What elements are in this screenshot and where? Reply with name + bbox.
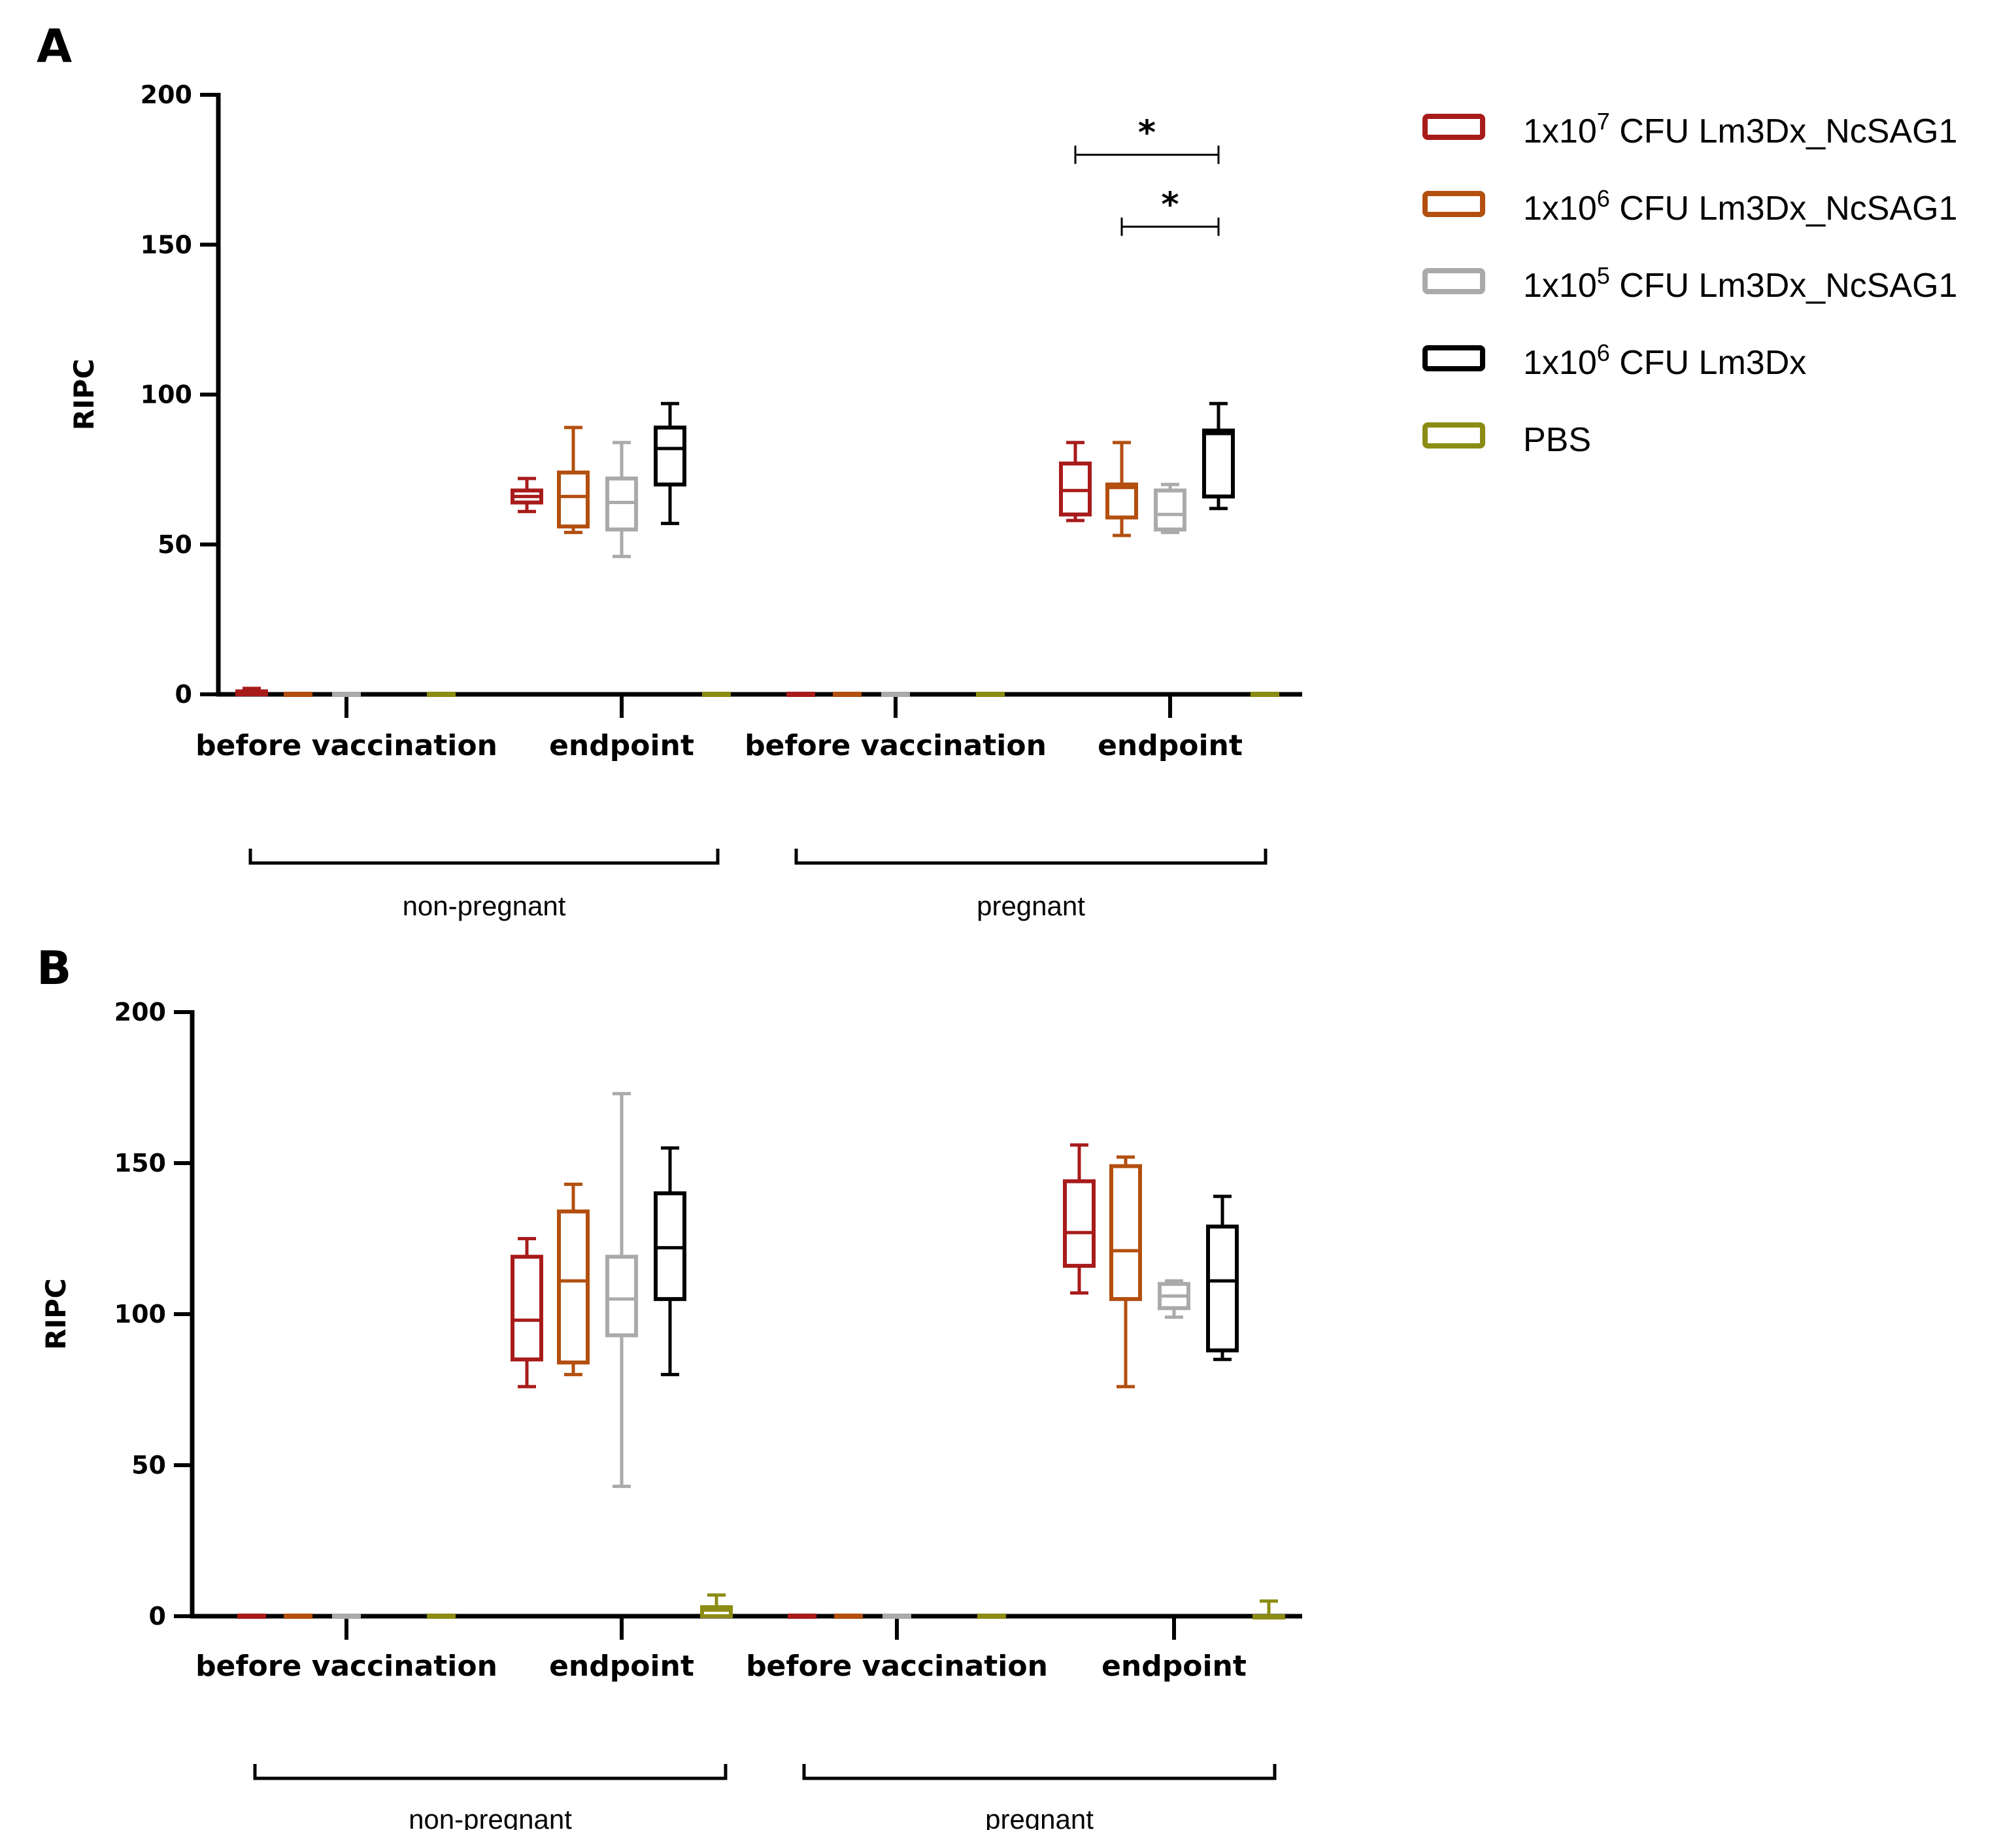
legend-label: 1x106 CFU Lm3Dx bbox=[1523, 339, 1806, 382]
box-flat bbox=[284, 1614, 312, 1619]
legend-swatch bbox=[1422, 114, 1485, 140]
category-label: before vaccination bbox=[746, 1650, 1048, 1683]
box-flat bbox=[833, 692, 862, 697]
box-flat bbox=[284, 692, 312, 697]
y-axis-label: RIPC bbox=[68, 359, 100, 431]
box-iqr bbox=[605, 1255, 638, 1338]
box-iqr bbox=[1154, 488, 1186, 532]
category-label: before vaccination bbox=[195, 1650, 497, 1683]
group-bracket bbox=[248, 849, 720, 865]
box-iqr bbox=[1105, 483, 1138, 520]
group-label: non-pregnant bbox=[409, 1804, 572, 1830]
group-bracket bbox=[794, 849, 1268, 865]
y-axis-label: RIPC bbox=[40, 1278, 72, 1350]
y-tick-label: 0 bbox=[175, 680, 192, 709]
group-label: non-pregnant bbox=[403, 890, 566, 921]
box-iqr bbox=[557, 1209, 590, 1364]
box-iqr bbox=[1202, 428, 1235, 499]
box-iqr bbox=[511, 1255, 543, 1362]
box-flat bbox=[427, 1614, 456, 1619]
box-flat bbox=[237, 1614, 266, 1619]
y-tick-label: 50 bbox=[131, 1451, 166, 1480]
legend-swatch bbox=[1422, 191, 1485, 217]
box-flat bbox=[332, 1614, 361, 1619]
box-flat bbox=[976, 692, 1005, 697]
y-tick-label: 50 bbox=[158, 530, 192, 559]
legend-label: PBS bbox=[1523, 421, 1591, 459]
group-bracket bbox=[253, 1764, 728, 1780]
box-iqr bbox=[557, 470, 590, 529]
category-label: before vaccination bbox=[195, 729, 497, 762]
legend-label: 1x106 CFU Lm3Dx_NcSAG1 bbox=[1523, 185, 1957, 228]
category-label: endpoint bbox=[549, 729, 694, 762]
box-flat bbox=[786, 692, 815, 697]
legend-swatch bbox=[1422, 345, 1485, 371]
y-tick-label: 100 bbox=[141, 381, 192, 409]
y-tick-label: 100 bbox=[114, 1300, 166, 1329]
y-tick-label: 0 bbox=[149, 1602, 166, 1631]
box-flat bbox=[834, 1614, 863, 1619]
box-flat bbox=[1251, 692, 1279, 697]
group-label: pregnant bbox=[977, 890, 1085, 921]
chart-panel-b: 0 50 100 150 200 RIPC before vaccination endpoi… bbox=[40, 998, 1302, 1830]
box-iqr bbox=[1206, 1225, 1239, 1353]
category-label: endpoint bbox=[1101, 1650, 1247, 1683]
legend-label: 1x107 CFU Lm3Dx_NcSAG1 bbox=[1523, 108, 1957, 150]
box-flat bbox=[977, 1614, 1006, 1619]
box-flat bbox=[332, 692, 361, 697]
panel-letter-a: A bbox=[37, 20, 72, 73]
box-flat bbox=[702, 692, 731, 697]
legend-label: 1x105 CFU Lm3Dx_NcSAG1 bbox=[1523, 262, 1957, 305]
box-iqr bbox=[1109, 1164, 1142, 1301]
group-label: pregnant bbox=[985, 1804, 1094, 1830]
y-tick-label: 150 bbox=[114, 1149, 166, 1178]
group-bracket bbox=[802, 1764, 1277, 1780]
box-flat bbox=[427, 692, 456, 697]
legend-swatch bbox=[1422, 268, 1485, 294]
y-tick-label: 200 bbox=[114, 998, 166, 1026]
chart-panel-a: 0 50 100 150 200 RIPC before vaccination endpoi… bbox=[68, 80, 1302, 921]
y-tick-label: 150 bbox=[141, 230, 192, 259]
significance-label: * bbox=[1138, 114, 1156, 153]
legend: 1x107 CFU Lm3Dx_NcSAG1 1x106 CFU Lm3Dx_Nc… bbox=[1422, 108, 1957, 459]
box-flat bbox=[882, 1614, 911, 1619]
legend-swatch bbox=[1422, 422, 1485, 449]
category-label: before vaccination bbox=[745, 729, 1047, 762]
category-label: endpoint bbox=[1098, 729, 1243, 762]
significance-label: * bbox=[1161, 186, 1179, 225]
category-label: endpoint bbox=[549, 1650, 694, 1683]
box-iqr bbox=[1063, 1179, 1096, 1268]
box-iqr bbox=[654, 425, 686, 487]
box-flat bbox=[881, 692, 910, 697]
box-flat bbox=[788, 1614, 816, 1619]
panel-letter-b: B bbox=[37, 941, 71, 995]
y-tick-label: 200 bbox=[141, 80, 192, 109]
